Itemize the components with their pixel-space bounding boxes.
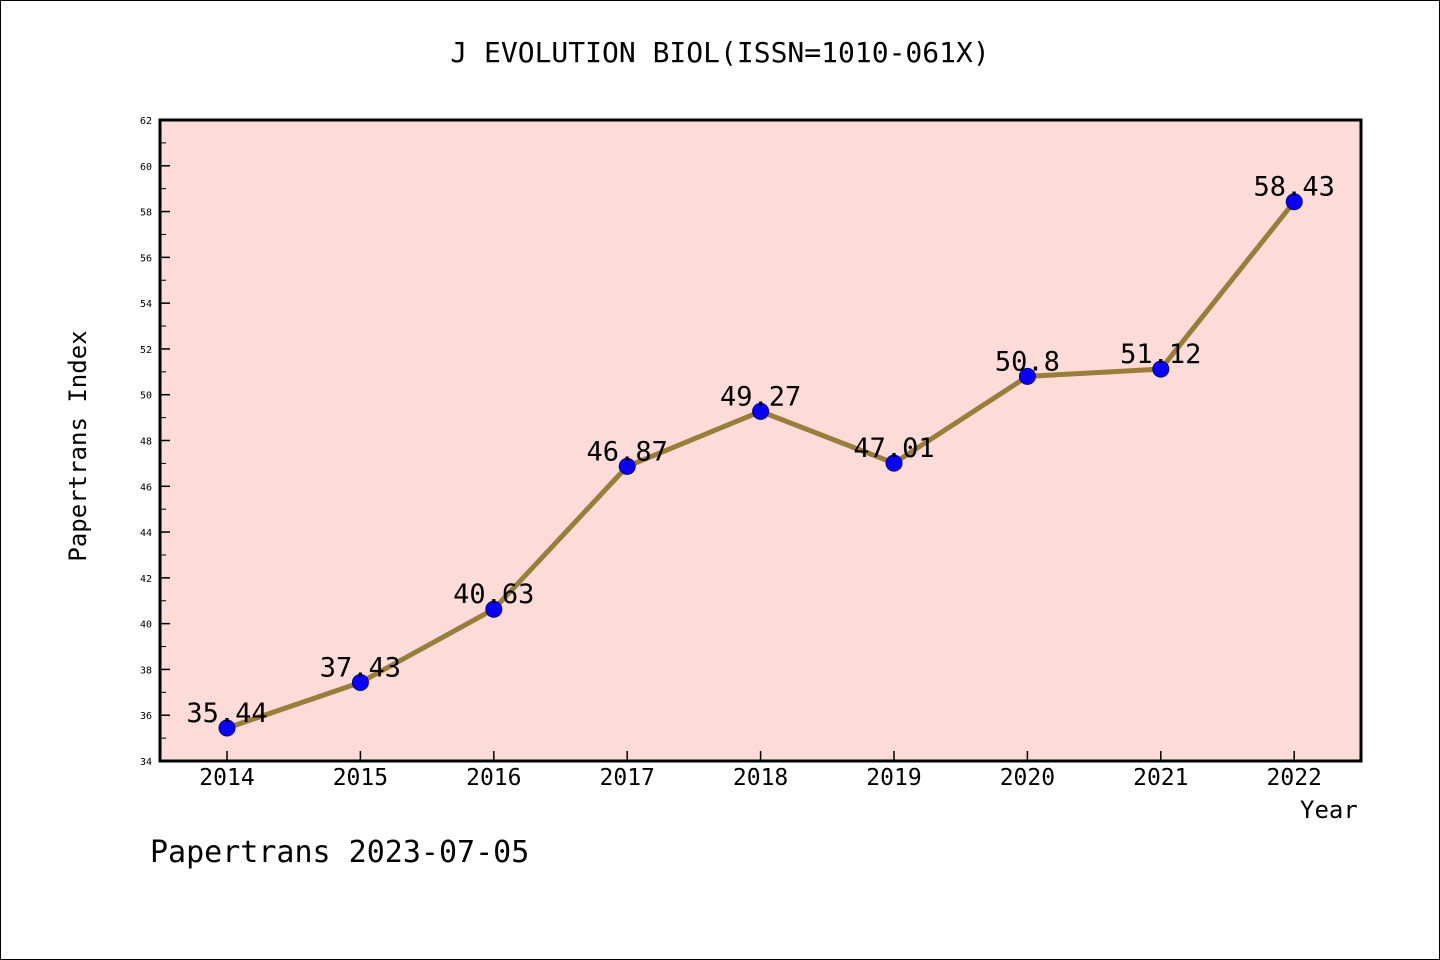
x-axis-label: Year bbox=[1300, 796, 1358, 824]
x-axis-ticks: 2014 2015 2016 2017 2018 2019 2020 2021 2022 bbox=[199, 751, 1322, 791]
y-tick-label: 36 bbox=[140, 711, 152, 722]
y-tick-label: 56 bbox=[140, 253, 152, 264]
x-tick-label: 2016 bbox=[466, 765, 521, 791]
data-label: 49.27 bbox=[720, 381, 801, 412]
plot-area bbox=[160, 120, 1361, 761]
y-tick-label: 42 bbox=[140, 574, 152, 585]
data-label: 50.8 bbox=[995, 346, 1060, 377]
data-point bbox=[752, 402, 770, 420]
data-labels: 35.44 37.43 40.63 46.87 49.27 47.01 50.8 51.12 5… bbox=[186, 172, 1334, 729]
data-label: 40.63 bbox=[453, 579, 534, 610]
y-tick-label: 48 bbox=[140, 437, 152, 448]
data-point bbox=[218, 719, 236, 737]
y-tick-label: 40 bbox=[140, 620, 152, 631]
data-point bbox=[618, 457, 636, 475]
x-tick-label: 2018 bbox=[733, 765, 788, 791]
x-tick-label: 2015 bbox=[333, 765, 388, 791]
y-tick-label: 44 bbox=[140, 528, 152, 539]
y-tick-label: 58 bbox=[140, 208, 152, 219]
data-point bbox=[885, 454, 903, 472]
x-tick-label: 2022 bbox=[1267, 765, 1322, 791]
data-label: 46.87 bbox=[587, 436, 668, 467]
data-label: 58.43 bbox=[1254, 172, 1335, 203]
data-point bbox=[351, 673, 369, 691]
x-tick-label: 2020 bbox=[1000, 765, 1055, 791]
y-tick-label: 52 bbox=[140, 345, 152, 356]
data-series bbox=[218, 193, 1303, 737]
y-tick-label: 60 bbox=[140, 162, 152, 173]
data-label: 37.43 bbox=[320, 652, 401, 683]
data-label: 35.44 bbox=[186, 698, 267, 729]
data-point bbox=[485, 600, 503, 618]
y-tick-label: 46 bbox=[140, 482, 152, 493]
y-tick-label: 34 bbox=[140, 757, 152, 768]
data-label: 51.12 bbox=[1120, 339, 1201, 370]
x-tick-label: 2019 bbox=[866, 765, 921, 791]
y-axis-ticks: 34 36 38 40 42 44 46 48 50 52 54 56 58 60 62 bbox=[140, 116, 170, 768]
y-tick-label: 50 bbox=[140, 391, 152, 402]
x-tick-label: 2014 bbox=[199, 765, 254, 791]
plot-border bbox=[158, 118, 1363, 763]
x-tick-label: 2017 bbox=[600, 765, 655, 791]
y-tick-label: 54 bbox=[140, 299, 152, 310]
y-tick-label: 38 bbox=[140, 665, 152, 676]
y-tick-label: 62 bbox=[140, 116, 152, 127]
data-label: 47.01 bbox=[853, 433, 934, 464]
chart-title: J EVOLUTION BIOL(ISSN=1010-061X) bbox=[450, 36, 990, 69]
footer-note: Papertrans 2023-07-05 bbox=[150, 835, 530, 870]
data-point bbox=[1152, 360, 1170, 378]
x-tick-label: 2021 bbox=[1133, 765, 1188, 791]
data-point bbox=[1018, 367, 1036, 385]
data-point bbox=[1285, 193, 1303, 211]
